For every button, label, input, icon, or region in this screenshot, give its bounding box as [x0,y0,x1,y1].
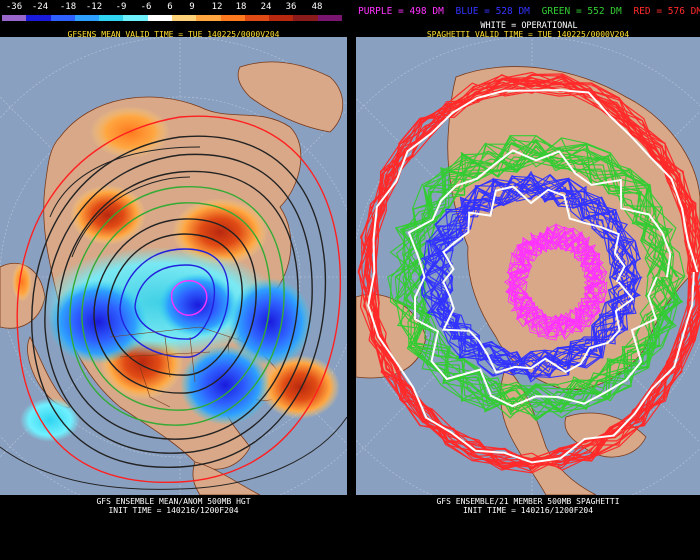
colorbar-label: 18 [235,2,247,12]
colorbar-swatch [317,15,342,21]
colorbar-label: -6 [140,2,152,12]
spaghetti-contour [395,145,685,416]
legend-blue: BLUE = 528 DM [455,6,530,17]
colorbar-swatch [171,15,197,21]
spaghetti-contour [427,174,642,379]
spaghetti-contour [504,229,608,341]
spaghetti-svg [356,37,700,495]
spaghetti-contour [358,83,700,474]
colorbar-swatch [269,15,294,21]
spaghetti-contour [419,174,630,377]
spaghetti-contour [389,142,673,407]
legend-red: RED = 576 DM [633,6,700,17]
colorbar-label: 48 [311,2,323,12]
operational-label: WHITE = OPERATIONAL [480,21,578,31]
ensemble-mean-svg [0,37,347,495]
colorbar-swatch [26,15,51,21]
ensemble-mean-map [0,37,347,495]
spaghetti-map [356,37,700,495]
spaghetti-lines [357,71,700,474]
left-footer: GFS ENSEMBLE MEAN/ANOM 500MB HGT INIT TI… [0,497,347,515]
spaghetti-contour [407,149,672,408]
spaghetti-contour [507,237,608,338]
colorbar-label: 6 [167,2,173,12]
spaghetti-contour [365,74,700,468]
colorbar-swatch [99,15,124,21]
spaghetti-legend: PURPLE = 498 DM BLUE = 528 DM GREEN = 55… [358,4,700,20]
spaghetti-contour [442,185,635,374]
colorbar-label: 12 [211,2,223,12]
political-borders [109,326,231,408]
spaghetti-contour [399,140,679,409]
anomaly-shading [12,106,340,442]
colorbar-label: -18 [59,2,77,12]
colorbar-labels: -36 -24 -18 -12 -9 -6 6 9 12 18 24 36 48 [0,0,350,14]
height-contours [0,115,347,490]
spaghetti-contour [395,141,670,419]
spaghetti-contour [505,231,600,336]
colorbar-swatch [196,15,221,21]
colorbar-label: -24 [31,2,49,12]
spaghetti-contour [357,88,700,470]
spaghetti-contour [424,176,629,379]
colorbar-strip [2,15,342,21]
legend-green: GREEN = 552 DM [541,6,622,17]
left-footer-line1: GFS ENSEMBLE MEAN/ANOM 500MB HGT [96,497,251,506]
spaghetti-contour [407,135,674,401]
left-footer-line2: INIT TIME = 140216/1200F204 [108,506,239,515]
colorbar-swatch [293,15,318,21]
left-panel-title: GFSENS MEAN VALID TIME = TUE 140225/0000… [67,30,280,39]
colorbar-label: 24 [260,2,272,12]
spaghetti-contour [363,77,700,470]
colorbar-swatch [2,15,27,21]
spaghetti-contour [422,178,639,383]
colorbar-swatch [123,15,148,21]
right-footer-line2: INIT TIME = 140216/1200F204 [462,506,594,515]
panel-divider [347,0,356,560]
colorbar-swatch [147,15,172,21]
colorbar-label: 9 [189,2,195,12]
right-panel-title: SPAGHETTI VALID TIME = TUE 140225/0000V2… [426,30,630,39]
colorbar-swatch [244,15,270,21]
spaghetti-contour [420,177,637,370]
spaghetti-contour [363,73,700,466]
legend-purple: PURPLE = 498 DM [358,6,444,17]
colorbar-swatch [50,15,75,21]
spaghetti-contour [387,137,679,408]
colorbar-label: -36 [5,2,23,12]
right-footer-line1: GFS ENSEMBLE/21 MEMBER 500MB SPAGHETTI [436,497,620,506]
spaghetti-contour [367,89,699,464]
colorbar-swatch [74,15,100,21]
right-footer: GFS ENSEMBLE/21 MEMBER 500MB SPAGHETTI I… [356,497,700,515]
colorbar-label: -9 [115,2,127,12]
colorbar-label: 36 [285,2,297,12]
spaghetti-contour [512,223,604,336]
colorbar-swatch [220,15,245,21]
spaghetti-contour [428,170,631,365]
colorbar-label: -12 [85,2,103,12]
